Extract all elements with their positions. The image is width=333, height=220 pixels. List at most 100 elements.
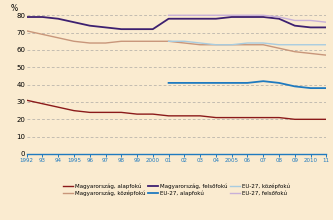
Magyarország, felsőfokú [166,17,170,20]
EU-27, középfokú [182,40,186,43]
EU-27, középfokú [214,43,218,46]
Magyarország, felsőfokú [245,16,249,18]
Magyarország, alapfokú [166,115,170,117]
Magyarország, középfokú [135,40,139,43]
Magyarország, középfokú [166,40,170,43]
EU-27, középfokú [166,40,170,43]
EU-27, középfokú [324,43,328,46]
EU-27, felsőfokú [166,14,170,16]
Magyarország, alapfokú [72,109,76,112]
Magyarország, alapfokú [261,116,265,119]
Magyarország, középfokú [104,42,108,44]
Magyarország, felsőfokú [56,17,60,20]
Magyarország, alapfokú [25,99,29,102]
Magyarország, alapfokú [151,113,155,116]
Magyarország, középfokú [261,43,265,46]
EU-27, felsőfokú [198,14,202,16]
EU-27, középfokú [198,42,202,44]
Magyarország, alapfokú [119,111,123,114]
Magyarország, alapfokú [182,115,186,117]
Magyarország, felsőfokú [214,17,218,20]
Legend: Magyarország, alapfokú, Magyarország, középfokú, Magyarország, felsőfokú, EU-27,: Magyarország, alapfokú, Magyarország, kö… [63,183,290,196]
EU-27, alapfokú [324,87,328,89]
Magyarország, alapfokú [245,116,249,119]
Line: Magyarország, középfokú: Magyarország, középfokú [27,31,326,55]
EU-27, felsőfokú [230,14,234,16]
Magyarország, felsőfokú [151,28,155,30]
Magyarország, középfokú [309,52,313,55]
Magyarország, felsőfokú [104,26,108,29]
Magyarország, alapfokú [88,111,92,114]
Magyarország, felsőfokú [25,16,29,18]
Magyarország, felsőfokú [119,28,123,30]
Magyarország, felsőfokú [88,24,92,27]
EU-27, alapfokú [309,87,313,89]
Y-axis label: %: % [11,4,18,13]
EU-27, középfokú [261,42,265,44]
Magyarország, középfokú [25,29,29,32]
EU-27, alapfokú [198,82,202,84]
Magyarország, felsőfokú [182,17,186,20]
Magyarország, középfokú [182,42,186,44]
EU-27, középfokú [309,43,313,46]
EU-27, alapfokú [277,82,281,84]
Magyarország, középfokú [198,43,202,46]
Magyarország, felsőfokú [198,17,202,20]
Magyarország, középfokú [56,37,60,39]
EU-27, alapfokú [230,82,234,84]
Magyarország, alapfokú [324,118,328,121]
EU-27, középfokú [245,42,249,44]
Magyarország, felsőfokú [277,17,281,20]
Magyarország, középfokú [72,40,76,43]
Magyarország, alapfokú [198,115,202,117]
EU-27, felsőfokú [261,14,265,16]
Magyarország, felsőfokú [309,26,313,29]
Magyarország, felsőfokú [324,26,328,29]
Magyarország, alapfokú [214,116,218,119]
Magyarország, középfokú [245,43,249,46]
EU-27, alapfokú [261,80,265,82]
EU-27, középfokú [277,43,281,46]
Magyarország, alapfokú [40,102,44,105]
EU-27, alapfokú [166,82,170,84]
EU-27, alapfokú [214,82,218,84]
Magyarország, alapfokú [309,118,313,121]
Magyarország, középfokú [40,33,44,36]
EU-27, felsőfokú [214,14,218,16]
Magyarország, alapfokú [56,106,60,108]
Magyarország, alapfokú [104,111,108,114]
Magyarország, középfokú [277,47,281,50]
Magyarország, alapfokú [277,116,281,119]
Magyarország, alapfokú [135,113,139,116]
Line: EU-27, alapfokú: EU-27, alapfokú [168,81,326,88]
EU-27, alapfokú [293,85,297,88]
EU-27, felsőfokú [277,16,281,18]
Magyarország, alapfokú [293,118,297,121]
Magyarország, középfokú [230,43,234,46]
Magyarország, felsőfokú [261,16,265,18]
Magyarország, középfokú [88,42,92,44]
Line: EU-27, felsőfokú: EU-27, felsőfokú [168,15,326,22]
EU-27, felsőfokú [324,21,328,24]
Magyarország, középfokú [119,40,123,43]
Magyarország, középfokú [151,40,155,43]
EU-27, felsőfokú [293,19,297,22]
EU-27, alapfokú [245,82,249,84]
Line: EU-27, középfokú: EU-27, középfokú [168,41,326,45]
Magyarország, középfokú [214,43,218,46]
EU-27, alapfokú [182,82,186,84]
Magyarország, felsőfokú [293,24,297,27]
Magyarország, középfokú [293,50,297,53]
EU-27, felsőfokú [245,14,249,16]
Magyarország, felsőfokú [72,21,76,24]
Line: Magyarország, felsőfokú: Magyarország, felsőfokú [27,17,326,29]
Magyarország, felsőfokú [135,28,139,30]
EU-27, középfokú [293,43,297,46]
Magyarország, középfokú [324,54,328,57]
EU-27, felsőfokú [182,14,186,16]
Magyarország, felsőfokú [40,16,44,18]
EU-27, felsőfokú [309,19,313,22]
Magyarország, alapfokú [230,116,234,119]
Line: Magyarország, alapfokú: Magyarország, alapfokú [27,100,326,119]
Magyarország, felsőfokú [230,16,234,18]
